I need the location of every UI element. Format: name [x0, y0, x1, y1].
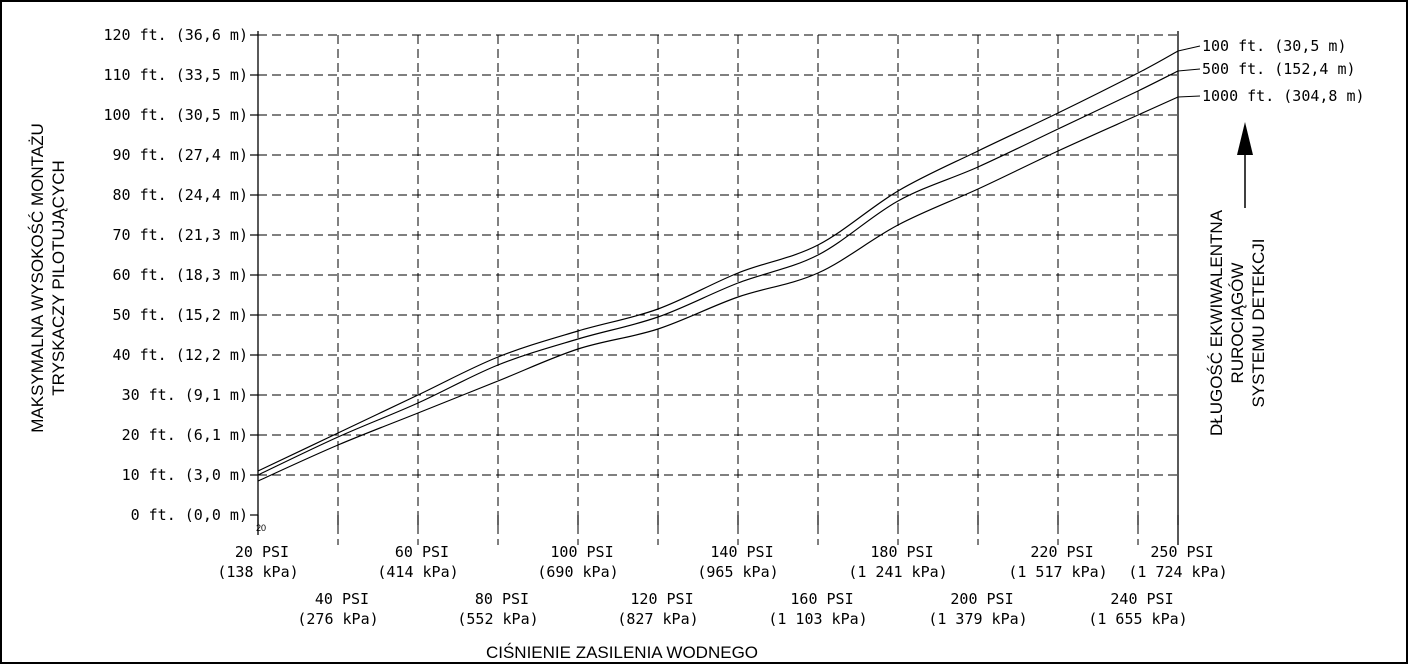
x-tick-label-psi: 60 PSI — [395, 543, 449, 561]
x-tick-label-psi: 180 PSI — [870, 543, 933, 561]
y-tick-label: 70 ft. (21,3 m) — [113, 226, 248, 244]
y-axis-title: MAKSYMALNA WYSOKOŚĆ MONTAŻU TRYSKACZY PI… — [28, 123, 68, 433]
y-tick-label: 0 ft. (0,0 m) — [131, 506, 248, 524]
x-tick-label-kpa: (827 kPa) — [617, 610, 698, 628]
x-tick-label-kpa: (1 103 kPa) — [768, 610, 867, 628]
y-tick-label: 10 ft. (3,0 m) — [122, 466, 248, 484]
x-tick-label-psi: 140 PSI — [710, 543, 773, 561]
legend-leader-1 — [1177, 45, 1201, 52]
x-tick-label-psi: 40 PSI — [315, 590, 369, 608]
y-axis-title-line-2: TRYSKACZY PILOTUJĄCYCH — [49, 160, 68, 396]
y-tick-label: 110 ft. (33,5 m) — [104, 66, 249, 84]
x-tick-label-kpa: (138 kPa) — [217, 563, 298, 581]
x-tick-label-psi: 160 PSI — [790, 590, 853, 608]
x-tick-label-kpa: (1 655 kPa) — [1088, 610, 1187, 628]
legend-entry-3: 1000 ft. (304,8 m) — [1202, 87, 1365, 105]
x-tick-label-kpa: (1 379 kPa) — [928, 610, 1027, 628]
legend-title-line-1: DŁUGOŚĆ EKWIWALENTNA — [1207, 209, 1226, 436]
series-line-1 — [257, 50, 1179, 472]
series-line-3 — [257, 96, 1179, 482]
x-tick-label-psi: 240 PSI — [1110, 590, 1173, 608]
legend-entry-1: 100 ft. (30,5 m) — [1202, 37, 1347, 55]
x-tick-label-kpa: (1 724 kPa) — [1128, 563, 1227, 581]
x-tick-label-psi: 250 PSI — [1150, 543, 1213, 561]
x-tick-label-kpa: (414 kPa) — [377, 563, 458, 581]
x-tick-label-psi: 20 PSI — [235, 543, 289, 561]
legend-arrow — [1237, 122, 1253, 208]
legend-leader-2 — [1177, 68, 1201, 72]
x-tick-label-psi: 200 PSI — [950, 590, 1013, 608]
y-tick-label: 100 ft. (30,5 m) — [104, 106, 249, 124]
grid — [258, 34, 1179, 545]
x-tick-label-kpa: (965 kPa) — [697, 563, 778, 581]
y-tick-label: 60 ft. (18,3 m) — [113, 266, 248, 284]
x-tick-label-psi: 120 PSI — [630, 590, 693, 608]
x-tick-label-kpa: (552 kPa) — [457, 610, 538, 628]
axes — [250, 31, 1179, 545]
series-line-2 — [257, 70, 1179, 476]
legend: 100 ft. (30,5 m) 500 ft. (152,4 m) 1000 ft… — [1177, 37, 1365, 105]
legend-title-line-2: RUROCIĄGÓW — [1228, 263, 1247, 384]
legend-title: DŁUGOŚĆ EKWIWALENTNA RUROCIĄGÓW SYSTEMU … — [1207, 209, 1268, 436]
x-tick-label-kpa: (690 kPa) — [537, 563, 618, 581]
legend-leader-3 — [1177, 95, 1201, 98]
legend-entry-2: 500 ft. (152,4 m) — [1202, 60, 1356, 78]
y-tick-label: 30 ft. (9,1 m) — [122, 386, 248, 404]
x-tick-label-kpa: (1 517 kPa) — [1008, 563, 1107, 581]
x-axis-title: CIŚNIENIE ZASILENIA WODNEGO — [486, 643, 758, 662]
y-axis-title-line-1: MAKSYMALNA WYSOKOŚĆ MONTAŻU — [28, 123, 47, 433]
y-tick-labels: 0 ft. (0,0 m) 10 ft. (3,0 m) 20 ft. (6,1 m… — [104, 26, 249, 524]
legend-title-line-3: SYSTEMU DETEKCJI — [1249, 238, 1268, 407]
y-tick-label: 80 ft. (24,4 m) — [113, 186, 248, 204]
series-lines — [257, 50, 1179, 482]
y-tick-label: 90 ft. (27,4 m) — [113, 146, 248, 164]
x-tick-label-kpa: (1 241 kPa) — [848, 563, 947, 581]
corner-mark: 20 — [256, 523, 266, 533]
x-tick-label-kpa: (276 kPa) — [297, 610, 378, 628]
y-tick-label: 40 ft. (12,2 m) — [113, 346, 248, 364]
legend-arrow-head — [1237, 122, 1253, 155]
x-tick-label-psi: 100 PSI — [550, 543, 613, 561]
y-tick-label: 120 ft. (36,6 m) — [104, 26, 249, 44]
x-tick-label-psi: 80 PSI — [475, 590, 529, 608]
y-tick-label: 50 ft. (15,2 m) — [113, 306, 248, 324]
x-tick-label-psi: 220 PSI — [1030, 543, 1093, 561]
x-tick-labels: 20 PSI (138 kPa) 40 PSI (276 kPa) 60 PSI (414… — [217, 543, 1227, 628]
y-tick-label: 20 ft. (6,1 m) — [122, 426, 248, 444]
